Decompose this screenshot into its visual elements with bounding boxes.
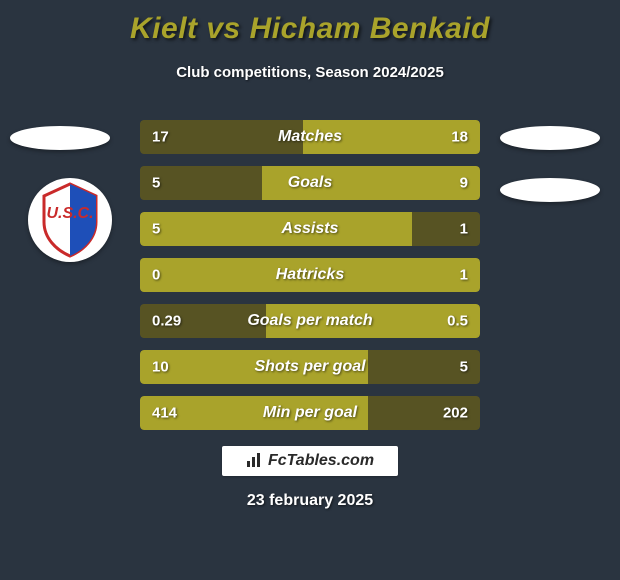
- stat-label: Min per goal: [140, 404, 480, 422]
- player-right-club-placeholder: [500, 178, 600, 202]
- shield-icon: U.S.C.: [28, 178, 112, 262]
- page-title: Kielt vs Hicham Benkaid: [0, 12, 620, 46]
- stat-row: 105Shots per goal: [140, 350, 480, 384]
- svg-text:U.S.C.: U.S.C.: [46, 205, 93, 222]
- stat-label: Goals: [140, 174, 480, 192]
- stat-row: 01Hattricks: [140, 258, 480, 292]
- player-left-photo: [10, 126, 110, 150]
- stat-row: 414202Min per goal: [140, 396, 480, 430]
- footer-date: 23 february 2025: [0, 492, 620, 510]
- stat-label: Matches: [140, 128, 480, 146]
- player-left-club-badge: U.S.C.: [28, 178, 112, 262]
- stat-row: 0.290.5Goals per match: [140, 304, 480, 338]
- subtitle: Club competitions, Season 2024/2025: [0, 64, 620, 81]
- stat-row: 1718Matches: [140, 120, 480, 154]
- brand-text: FcTables.com: [268, 452, 374, 469]
- stat-row: 51Assists: [140, 212, 480, 246]
- stat-label: Goals per match: [140, 312, 480, 330]
- comparison-canvas: Kielt vs Hicham Benkaid Club competition…: [0, 0, 620, 580]
- footer: FcTables.com 23 february 2025: [0, 446, 620, 510]
- stat-label: Hattricks: [140, 266, 480, 284]
- stat-label: Assists: [140, 220, 480, 238]
- brand-badge: FcTables.com: [222, 446, 398, 476]
- stat-rows: 1718Matches 59Goals 51Assists 01Hattricks 0.…: [140, 120, 480, 442]
- player-right-photo: [500, 126, 600, 150]
- stat-row: 59Goals: [140, 166, 480, 200]
- stat-label: Shots per goal: [140, 358, 480, 376]
- bars-icon: [246, 453, 264, 467]
